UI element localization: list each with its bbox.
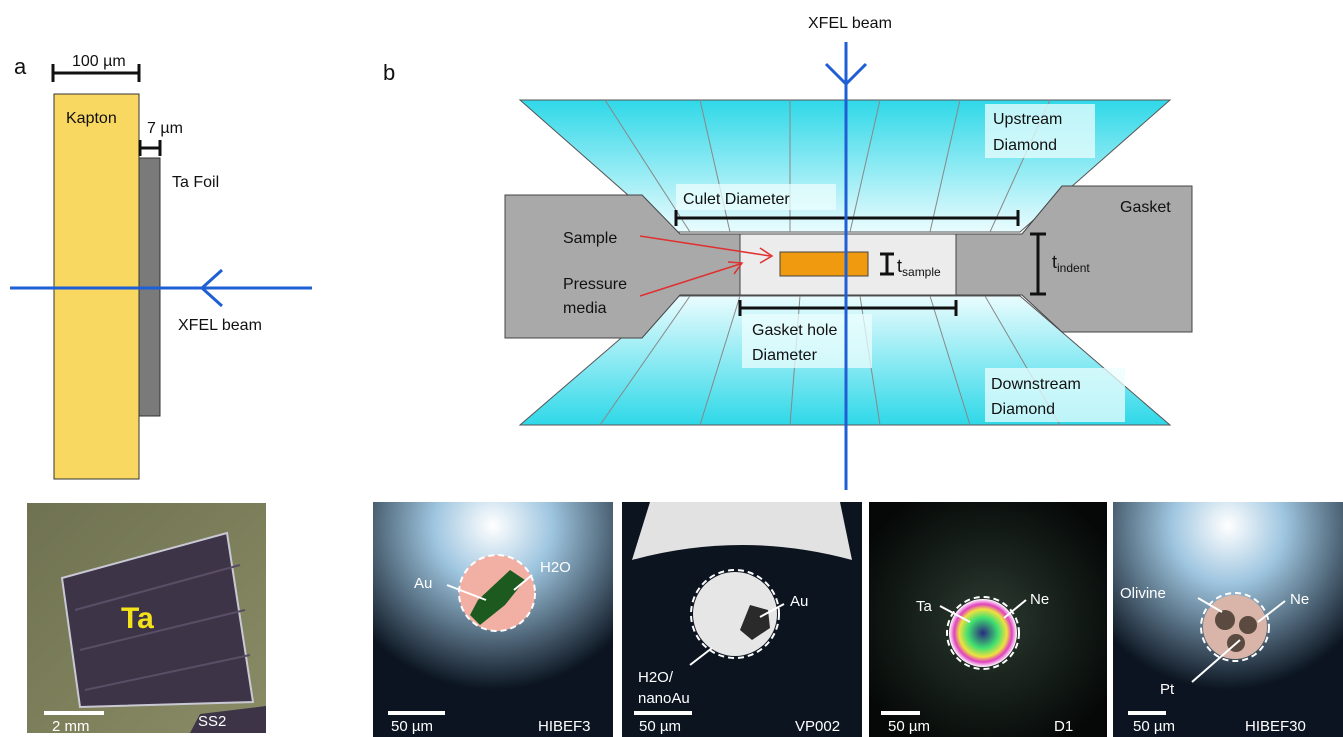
- kapton-scale-label: 100 µm: [72, 53, 126, 70]
- photo-sample-id: SS2: [198, 713, 226, 730]
- annot-ne: Ne: [1290, 591, 1309, 608]
- annot-au: Au: [790, 593, 808, 610]
- annot-nanoau: nanoAu: [638, 690, 690, 707]
- sample-block: [779, 251, 869, 277]
- sample-id: HIBEF30: [1245, 718, 1306, 735]
- panel-a: a 100 µm Kapton 7 µm Ta Foil XFEL beam: [10, 53, 312, 735]
- photo-element-label: Ta: [121, 602, 154, 635]
- panel-b: b Upstream Diamond Downstream Diamond: [383, 15, 1193, 490]
- upstream-label-line2: Diamond: [993, 137, 1057, 154]
- annot-olivine: Olivine: [1120, 585, 1166, 602]
- micrograph-d1: Ta Ne 50 µm D1: [869, 502, 1107, 737]
- upstream-label-line1: Upstream: [993, 111, 1062, 128]
- downstream-label-line1: Downstream: [991, 376, 1081, 393]
- micrograph-hibef30: Olivine Ne Pt 50 µm HIBEF30: [1113, 502, 1343, 737]
- t-sample-label: tsample: [897, 256, 941, 279]
- beam-b-label: XFEL beam: [808, 15, 892, 32]
- annot-h2o: H2O: [540, 559, 571, 576]
- downstream-label-line2: Diamond: [991, 401, 1055, 418]
- scale-label: 50 µm: [391, 718, 433, 735]
- beam-a-arrowhead: [199, 268, 224, 308]
- micrograph-hibef3: Au H2O 50 µm HIBEF3: [373, 502, 613, 737]
- annot-h2o: H2O/: [638, 669, 674, 686]
- beam-b-arrowhead: [824, 62, 868, 87]
- culet-label: Culet Diameter: [683, 191, 790, 208]
- pressure-media-label-line1: Pressure: [563, 276, 627, 293]
- beam-a-label: XFEL beam: [178, 317, 262, 334]
- annot-ta: Ta: [916, 598, 933, 615]
- label-arrows: [639, 235, 774, 297]
- t-indent-bar: [1030, 232, 1046, 296]
- kapton-scale-bar: [51, 64, 141, 82]
- annot-au: Au: [414, 575, 432, 592]
- foil-thickness-bar: [138, 140, 162, 156]
- sample-id: VP002: [795, 718, 840, 735]
- foil-thickness-label: 7 µm: [147, 120, 183, 137]
- panel-a-letter: a: [14, 54, 27, 79]
- photo-scale-label: 2 mm: [52, 718, 90, 735]
- gasket-hole-label-line1: Gasket hole: [752, 322, 837, 339]
- scale-label: 50 µm: [1133, 718, 1175, 735]
- upstream-facets: [604, 99, 1051, 233]
- t-sample-bar: [880, 252, 894, 276]
- foil-label: Ta Foil: [172, 174, 219, 191]
- gasket-right: [955, 185, 1193, 333]
- ta-foil-photo: Ta 2 mm SS2: [27, 503, 266, 735]
- panel-b-letter: b: [383, 60, 395, 85]
- annot-ne: Ne: [1030, 591, 1049, 608]
- annot-pt: Pt: [1160, 681, 1175, 698]
- scale-label: 50 µm: [639, 718, 681, 735]
- gasket-hole-bar: [738, 300, 958, 316]
- sample-id: D1: [1054, 718, 1073, 735]
- scale-label: 50 µm: [888, 718, 930, 735]
- gasket-label: Gasket: [1120, 199, 1171, 216]
- t-indent-label: tindent: [1052, 252, 1090, 275]
- kapton-label: Kapton: [66, 110, 117, 127]
- micrograph-vp002: Au H2O/ nanoAu 50 µm VP002: [622, 502, 862, 737]
- sample-id: HIBEF3: [538, 718, 591, 735]
- pressure-media-label-line2: media: [563, 300, 607, 317]
- gasket-hole-label-line2: Diameter: [752, 347, 818, 364]
- chamber-disk: [949, 599, 1017, 667]
- sample-label: Sample: [563, 230, 617, 247]
